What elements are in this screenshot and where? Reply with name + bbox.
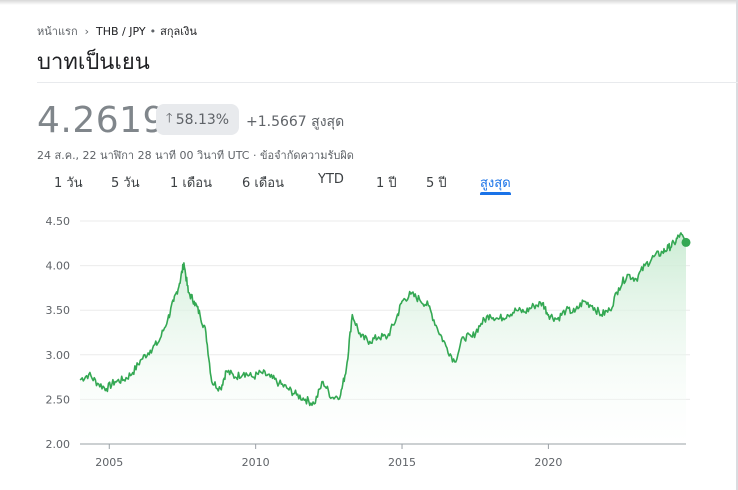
page-title: บาทเป็นเยน	[37, 50, 150, 75]
tab-1-year[interactable]: 1 ปี	[376, 176, 397, 191]
tab-ytd[interactable]: YTD	[318, 172, 344, 187]
right-border	[736, 0, 738, 490]
latest-price-point	[681, 237, 691, 247]
range-tabs: 1 วัน 5 วัน 1 เดือน 6 เดือน YTD 1 ปี 5 ป…	[0, 172, 738, 196]
y-tick-label: 4.00	[46, 260, 71, 273]
tab-max[interactable]: สูงสุด	[480, 172, 511, 195]
current-price: 4.2619	[37, 100, 166, 141]
change-absolute: +1.5667	[246, 114, 307, 130]
tab-1-month[interactable]: 1 เดือน	[170, 176, 212, 191]
header-divider	[37, 82, 738, 83]
breadcrumb-category: สกุลเงิน	[160, 25, 197, 38]
tab-5-year[interactable]: 5 ปี	[426, 176, 447, 191]
change-period: สูงสุด	[311, 114, 345, 130]
price-area	[80, 232, 686, 444]
breadcrumb-home[interactable]: หน้าแรก	[37, 25, 78, 38]
top-shadow	[0, 0, 738, 5]
tab-1-day[interactable]: 1 วัน	[54, 176, 83, 191]
arrow-up-icon: 🡑	[165, 110, 173, 126]
x-tick-label: 2005	[95, 456, 123, 469]
tab-5-day[interactable]: 5 วัน	[111, 176, 140, 191]
x-tick-label: 2020	[534, 456, 562, 469]
change-absolute-line: +1.5667 สูงสุด	[246, 111, 344, 133]
timestamp-disclaimer: 24 ส.ค., 22 นาฬิกา 28 นาที 00 วินาที UTC…	[37, 149, 354, 162]
breadcrumb: หน้าแรก › THB / JPY • สกุลเงิน	[37, 22, 197, 40]
x-tick-label: 2010	[242, 456, 270, 469]
tab-6-month[interactable]: 6 เดือน	[242, 176, 284, 191]
breadcrumb-pair: THB / JPY	[96, 24, 146, 38]
bullet-separator: •	[149, 24, 157, 38]
y-tick-label: 3.00	[46, 349, 71, 362]
y-tick-label: 2.50	[46, 393, 71, 406]
chevron-right-icon: ›	[84, 24, 90, 38]
price-line	[79, 232, 687, 407]
change-percent-badge: 🡑 58.13%	[156, 104, 239, 135]
change-percent: 58.13%	[175, 111, 230, 128]
price-chart[interactable]: 4.50 4.00 3.50 3.00 2.50 2.00 2005 2010 2015 202…	[0, 200, 738, 490]
y-tick-label: 4.50	[46, 215, 71, 228]
x-tick-label: 2015	[388, 456, 416, 469]
y-tick-label: 3.50	[46, 304, 71, 317]
y-tick-label: 2.00	[46, 438, 71, 451]
